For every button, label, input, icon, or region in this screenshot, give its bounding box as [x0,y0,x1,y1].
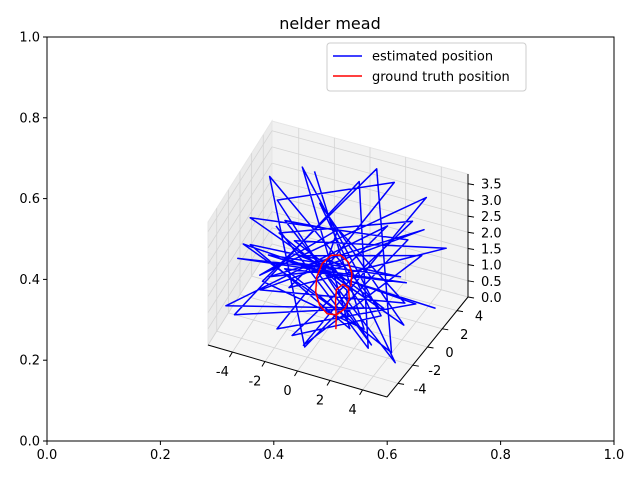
z-tick [467,280,475,283]
y-tick [412,364,419,367]
y-tick [427,346,434,349]
x-tick [359,389,364,396]
legend-box [326,42,527,92]
grid-line [207,195,273,297]
y-tick-label: -4 [414,382,427,397]
y-tick [397,382,405,385]
outer-axes-frame [46,36,615,442]
z-tick-label: 2.5 [481,210,502,225]
z-tick-label: 1.0 [481,259,502,274]
z-tick-label: 3.5 [481,178,502,193]
legend-label-ground-truth: ground truth position [372,70,510,85]
chart-title: nelder mead [279,14,380,33]
y-tick-label: 0 [445,346,453,361]
grid-line [239,294,428,348]
outer-x-tick-label: 0.2 [150,448,171,463]
z-tick [467,247,475,250]
series-line-estimated-position [225,166,447,364]
z-tick [467,231,475,234]
grid-line [207,227,273,330]
grid-line [207,162,273,265]
x-tick-label: 2 [316,393,324,408]
z-tick-label: 0.5 [481,275,502,290]
y-tick-label: -2 [428,364,441,379]
outer-x-ticks: 0.0 0.2 0.4 0.6 0.8 1.0 [37,441,625,463]
z-tick-label: 3.0 [481,194,502,209]
outer-y-tick-label: 0.0 [19,435,40,450]
outer-axes: 0.0 0.2 0.4 0.6 0.8 1.0 0.0 0.2 0.4 0.6 0.8 1.0 [19,31,624,464]
grid-line [271,178,469,233]
z-tick-label: 0.0 [481,291,502,306]
z-tick [467,215,475,218]
x-tick-label: -4 [216,365,229,380]
z-tick [467,199,475,202]
z-tick [467,183,475,186]
y-tick [442,328,449,331]
grid-line [271,130,469,185]
outer-y-tick-label: 0.2 [19,354,40,369]
grid-line [271,227,469,282]
axes-3d-lines [225,166,447,364]
x-tick-label: 0 [283,384,291,399]
y-tick [456,310,464,313]
outer-x-tick-label: 0.6 [377,448,398,463]
x-tick [294,370,298,377]
grid-line [207,211,273,313]
outer-y-tick-label: 0.4 [19,273,40,288]
grid-line [216,330,399,384]
z-tick-label: 1.5 [481,242,502,257]
outer-x-tick-label: 0.8 [490,448,511,463]
x-tick-label: -2 [248,375,261,390]
outer-y-ticks: 0.0 0.2 0.4 0.6 0.8 1.0 [19,31,47,450]
grid-line [207,179,273,281]
outer-x-tick-label: 1.0 [604,448,625,463]
x-tick [326,380,331,386]
x-tick [261,361,266,367]
outer-x-tick-label: 0.0 [37,448,58,463]
z-tick [467,264,475,267]
grid-line [271,146,469,201]
legend-label-estimated: estimated position [372,50,493,65]
legend: estimated position ground truth position [326,42,527,92]
grid-line [271,211,469,266]
outer-y-tick-label: 1.0 [19,31,40,46]
outer-y-tick-label: 0.6 [19,192,40,207]
grid-line [228,312,413,366]
z-tick-label: 2.0 [481,226,502,241]
grid-line [207,130,273,232]
series-line-ground-truth-position [314,254,353,330]
outer-y-tick-label: 0.8 [19,111,40,126]
x-tick [228,351,233,358]
grid-line [271,195,469,249]
outer-x-tick-label: 0.4 [263,448,284,463]
x-tick-label: 4 [348,403,356,418]
z-tick [467,296,475,299]
grid-line [207,146,273,249]
y-tick-label: 4 [475,310,483,325]
y-tick-label: 2 [460,328,468,343]
